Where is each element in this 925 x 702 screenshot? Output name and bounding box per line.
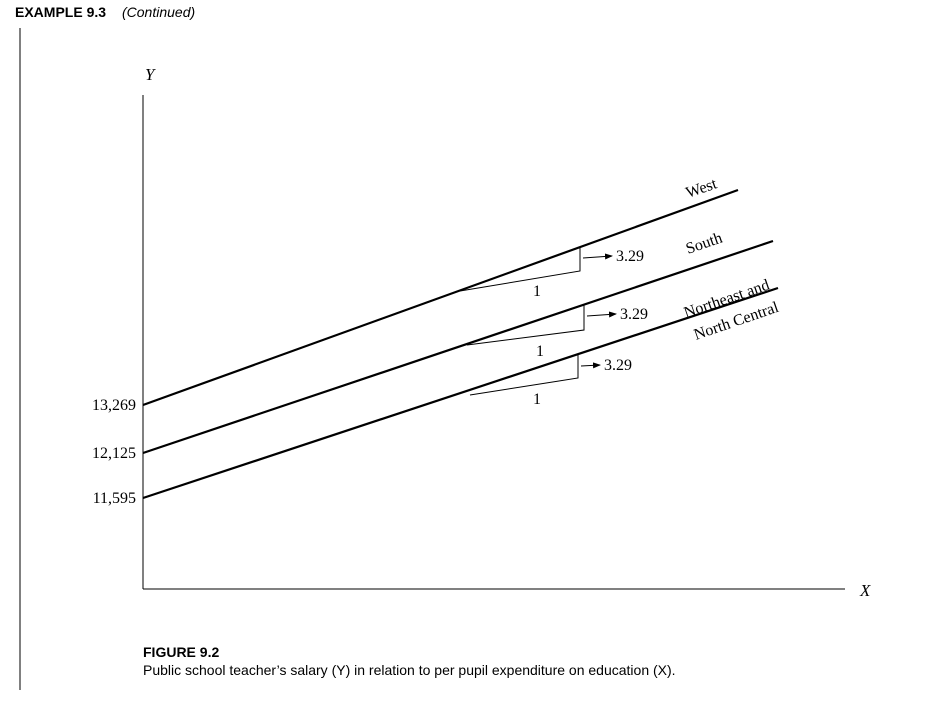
run-label: 1 — [536, 343, 544, 360]
slope-label: 3.29 — [604, 357, 632, 374]
intercept-label: 11,595 — [93, 490, 136, 507]
slope-arrow — [580, 362, 601, 369]
slope-arrow — [582, 253, 613, 260]
regression-line — [142, 286, 779, 500]
intercept-label: 13,269 — [92, 397, 136, 414]
slope-arrow — [586, 311, 617, 318]
slope-triangle — [459, 248, 581, 292]
y-axis-label: Y — [145, 65, 156, 84]
slope-label: 3.29 — [620, 306, 648, 323]
slope-triangle — [469, 354, 579, 396]
slope-label: 3.29 — [616, 248, 644, 265]
regression-line — [142, 188, 739, 407]
intercept-label: 12,125 — [92, 445, 136, 462]
figure-label: FIGURE 9.2 — [143, 644, 219, 660]
run-label: 1 — [533, 283, 541, 300]
line-label: South — [684, 230, 725, 258]
run-label: 1 — [533, 391, 541, 408]
figure-caption: Public school teacher’s salary (Y) in re… — [143, 662, 676, 678]
slope-triangle — [466, 305, 585, 346]
example-note: (Continued) — [122, 4, 195, 20]
example-label: EXAMPLE 9.3 — [15, 4, 106, 20]
regression-line — [142, 239, 774, 455]
x-axis-label: X — [859, 581, 871, 600]
